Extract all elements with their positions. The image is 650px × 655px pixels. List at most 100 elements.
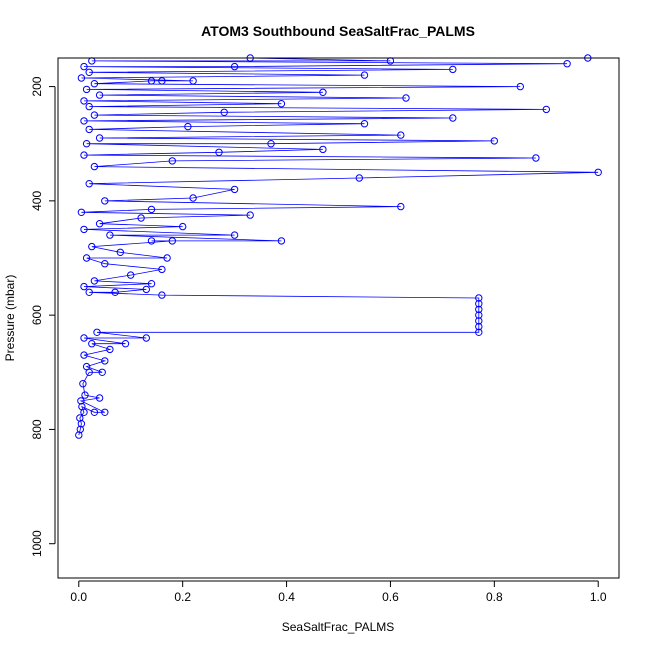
data-point — [95, 134, 104, 142]
data-point — [77, 208, 86, 217]
data-point — [147, 237, 156, 245]
data-point — [475, 317, 483, 325]
data-point — [85, 102, 93, 111]
data-point — [532, 154, 540, 162]
data-point — [106, 345, 114, 354]
x-tick-label: 1.0 — [590, 590, 607, 604]
data-point — [80, 334, 88, 342]
data-point — [319, 88, 327, 97]
plot-area — [75, 54, 602, 439]
data-point — [88, 340, 96, 348]
data-point — [85, 68, 93, 77]
data-point — [184, 122, 192, 131]
data-point — [189, 194, 197, 202]
data-point — [81, 391, 89, 399]
data-point — [93, 328, 101, 336]
data-point — [82, 362, 91, 371]
data-point — [158, 265, 166, 274]
data-point — [90, 111, 99, 119]
data-point — [80, 97, 88, 105]
data-point — [80, 117, 88, 125]
data-point — [88, 242, 96, 251]
data-point — [475, 322, 483, 331]
data-point — [147, 205, 156, 214]
data-point — [360, 120, 369, 128]
x-axis-label: SeaSaltFrac_PALMS — [282, 620, 395, 634]
data-point — [80, 351, 88, 359]
data-point — [147, 280, 156, 288]
data-point — [82, 254, 91, 262]
data-point — [355, 174, 363, 182]
data-point — [475, 311, 483, 319]
data-point — [360, 71, 369, 79]
x-axis: 0.0 0.2 0.4 0.6 0.8 1.0 — [70, 580, 607, 604]
data-point — [475, 300, 483, 308]
series-line — [78, 57, 599, 436]
data-point — [516, 82, 524, 91]
data-point — [215, 148, 223, 157]
data-point — [449, 65, 457, 74]
x-tick-label: 0.0 — [70, 590, 87, 604]
y-tick-label: 800 — [30, 419, 44, 439]
data-point — [80, 62, 88, 71]
data-point — [277, 100, 286, 108]
y-tick-label: 400 — [30, 191, 44, 211]
data-point — [80, 225, 88, 234]
data-point — [95, 220, 104, 228]
x-tick-label: 0.4 — [278, 590, 295, 604]
data-point — [475, 305, 483, 314]
data-point — [127, 271, 135, 279]
data-point — [101, 357, 109, 365]
data-point — [563, 60, 571, 68]
y-tick-label: 1000 — [30, 530, 44, 557]
data-point — [80, 151, 88, 159]
data-point — [85, 125, 93, 134]
data-point — [80, 282, 88, 291]
data-point — [101, 197, 109, 205]
data-point — [475, 328, 483, 336]
data-point — [246, 211, 254, 219]
y-tick-label: 600 — [30, 305, 44, 325]
data-point — [230, 185, 239, 194]
data-point — [106, 231, 114, 239]
data-point — [85, 180, 93, 188]
data-point — [230, 62, 239, 71]
data-point — [158, 77, 166, 85]
y-axis-label: Pressure (mbar) — [3, 275, 17, 362]
data-point — [77, 74, 86, 82]
data-point — [594, 168, 602, 177]
data-point — [142, 334, 151, 342]
data-point — [137, 214, 145, 222]
x-tick-label: 0.2 — [174, 590, 191, 604]
data-point — [147, 77, 156, 85]
data-point — [98, 368, 106, 376]
data-point — [82, 85, 91, 94]
data-point — [76, 414, 84, 422]
data-point — [142, 285, 151, 294]
data-point — [116, 248, 125, 257]
data-point — [90, 408, 99, 416]
data-point — [402, 94, 410, 102]
data-point — [101, 408, 109, 416]
data-point — [95, 91, 104, 99]
x-tick-label: 0.8 — [486, 590, 503, 604]
data-point — [319, 145, 327, 154]
data-point — [230, 231, 239, 239]
data-point — [189, 77, 197, 85]
data-point — [267, 140, 275, 148]
chart-title: ATOM3 Southbound SeaSaltFrac_PALMS — [201, 23, 475, 39]
data-point — [78, 402, 86, 411]
data-point — [95, 394, 104, 402]
data-point — [82, 140, 91, 148]
y-tick-label: 200 — [30, 76, 44, 96]
data-point — [85, 288, 93, 296]
data-point — [475, 294, 483, 302]
data-point — [163, 254, 171, 262]
data-point — [277, 237, 286, 245]
data-point — [179, 222, 187, 231]
x-tick-label: 0.6 — [382, 590, 399, 604]
data-point — [220, 108, 228, 117]
data-point — [542, 105, 550, 114]
